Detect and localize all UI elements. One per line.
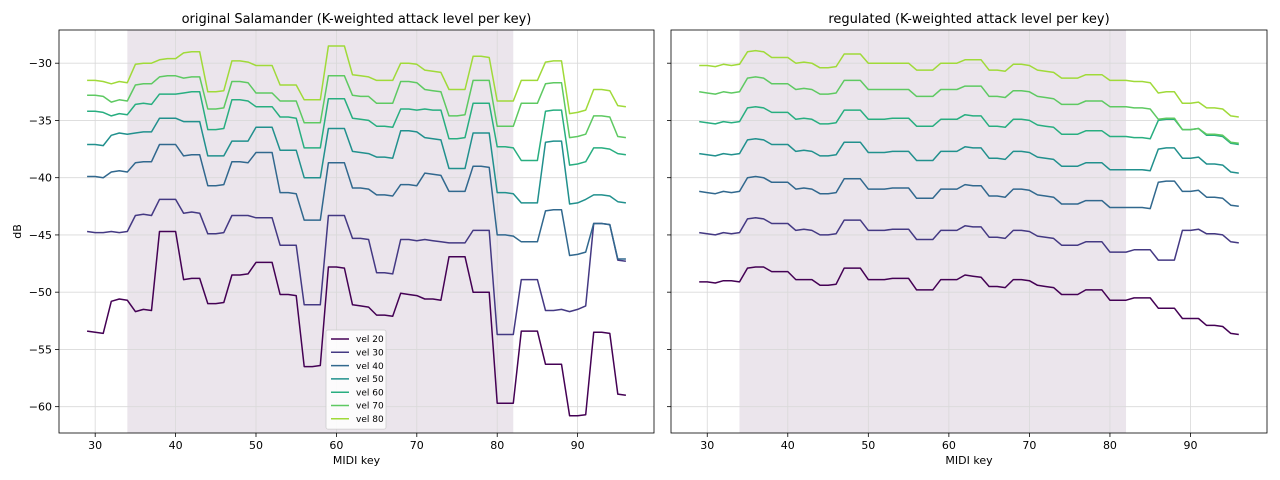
series-line-vel-50 xyxy=(699,138,1239,174)
legend-label: vel 50 xyxy=(356,375,384,385)
y-tick-label: −45 xyxy=(29,229,52,242)
legend: vel 20 vel 30 vel 40 vel 50 vel 60 vel 70 vel … xyxy=(325,329,387,430)
legend-box xyxy=(325,329,387,430)
x-tick-label: 70 xyxy=(410,439,424,452)
legend-label: vel 30 xyxy=(356,349,384,359)
x-tick-label: 80 xyxy=(1103,439,1117,452)
x-axis-label: MIDI key xyxy=(945,454,993,467)
x-axis-label: MIDI key xyxy=(333,454,381,467)
series-line-vel-80 xyxy=(699,49,1239,118)
chart-1: 30 40 50 60 70 80 90 −60 −55 −50 −45 −40 −35 −30 origi… xyxy=(11,12,655,467)
chart-title: regulated (K-weighted attack level per k… xyxy=(828,12,1109,27)
series-line-vel-20 xyxy=(86,230,627,417)
y-tick-label: −50 xyxy=(29,286,52,299)
chart-2: 30 40 50 60 70 80 90 regulated (K-weighted atta… xyxy=(667,12,1268,467)
chart-title: original Salamander (K-weighted attack l… xyxy=(182,12,532,27)
legend-label: vel 20 xyxy=(356,335,384,345)
x-tick-label: 30 xyxy=(700,439,714,452)
series-line-vel-80 xyxy=(87,45,627,115)
y-tick-label: −60 xyxy=(29,401,52,414)
x-tick-label: 60 xyxy=(942,439,956,452)
x-tick-label: 90 xyxy=(571,439,585,452)
series-line-vel-40 xyxy=(699,175,1239,210)
legend-label: vel 40 xyxy=(356,362,384,372)
y-tick-label: −35 xyxy=(29,114,52,127)
x-tick-label: 50 xyxy=(861,439,875,452)
series-line-vel-70 xyxy=(87,75,627,139)
x-tick-label: 50 xyxy=(249,439,263,452)
y-axis-label: dB xyxy=(11,224,24,239)
series-line-vel-30 xyxy=(699,217,1239,261)
series-line-vel-20 xyxy=(699,266,1239,336)
series-line-vel-40 xyxy=(87,143,626,260)
shaded-key-range xyxy=(739,30,1127,433)
plot-frame xyxy=(58,29,655,434)
series-line-vel-50 xyxy=(87,117,627,205)
shaded-key-range xyxy=(127,30,514,433)
x-tick-label: 90 xyxy=(1183,439,1197,452)
x-tick-label: 80 xyxy=(490,439,504,452)
y-tick-label: −55 xyxy=(29,343,52,356)
series-line-vel-30 xyxy=(86,198,627,336)
x-tick-label: 40 xyxy=(781,439,795,452)
x-tick-label: 40 xyxy=(169,439,183,452)
series-line-vel-70 xyxy=(699,76,1239,145)
series-line-vel-60 xyxy=(699,105,1239,146)
legend-label: vel 60 xyxy=(356,388,384,398)
x-tick-label: 60 xyxy=(329,439,343,452)
plot-frame xyxy=(670,29,1268,434)
legend-label: vel 80 xyxy=(356,415,384,425)
y-tick-label: −30 xyxy=(29,57,52,70)
x-tick-label: 70 xyxy=(1022,439,1036,452)
series-line-vel-60 xyxy=(87,91,627,166)
y-tick-label: −40 xyxy=(29,172,52,185)
x-tick-label: 30 xyxy=(88,439,102,452)
legend-label: vel 70 xyxy=(356,402,384,412)
